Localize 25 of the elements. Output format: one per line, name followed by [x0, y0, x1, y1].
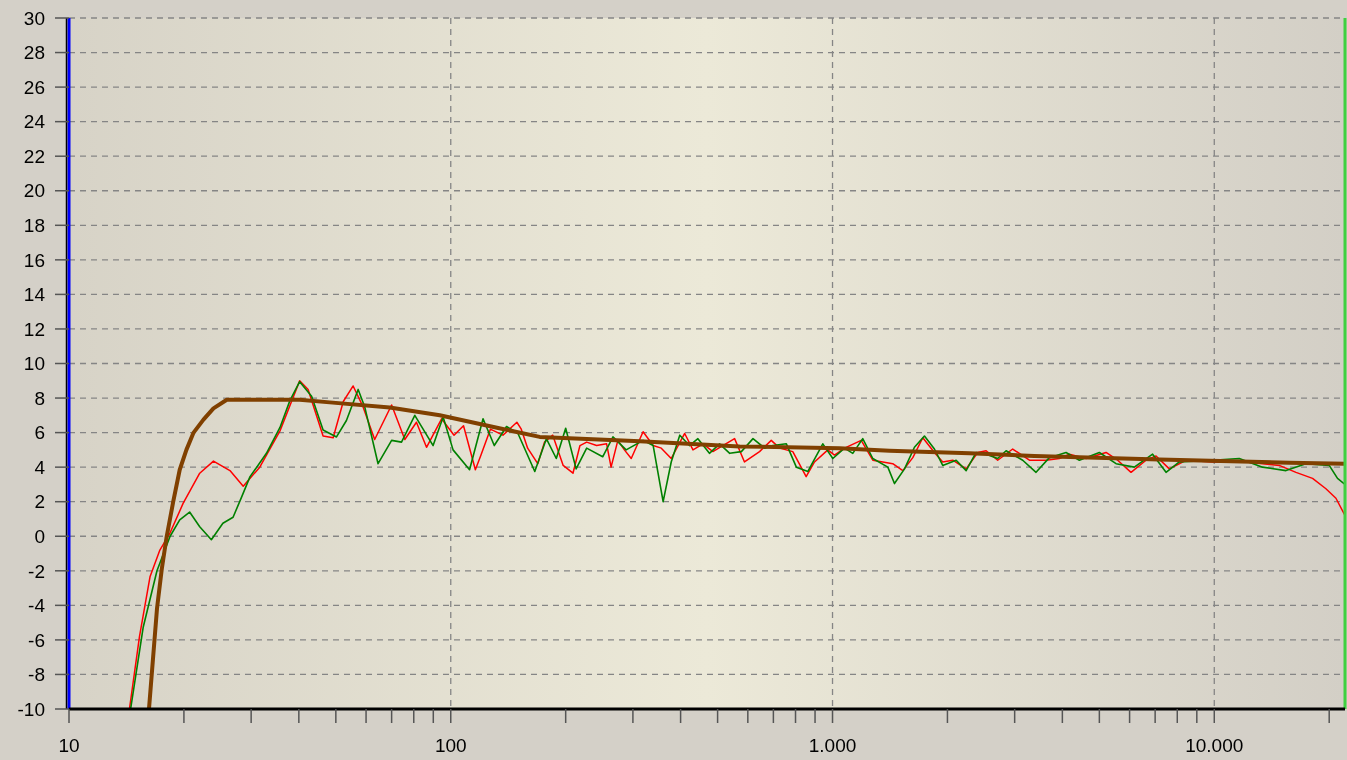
- y-tick-label: 30: [23, 7, 45, 29]
- y-tick-label: 24: [23, 111, 46, 133]
- y-tick-label: 10: [23, 353, 45, 375]
- y-tick-label: 8: [34, 387, 45, 409]
- x-tick-label: 1.000: [808, 735, 857, 757]
- y-tick-label: 12: [23, 318, 45, 340]
- y-tick-label: 6: [34, 422, 45, 444]
- y-tick-label: 20: [23, 180, 45, 202]
- y-tick-label: 26: [23, 76, 45, 98]
- x-tick-label: 10.000: [1185, 735, 1244, 757]
- y-tick-label: -10: [17, 698, 45, 720]
- y-tick-label: -4: [28, 595, 46, 617]
- y-tick-label: 4: [34, 456, 46, 478]
- y-tick-label: 22: [23, 145, 45, 167]
- x-tick-label: 10: [58, 735, 80, 757]
- y-tick-label: -2: [28, 560, 45, 582]
- y-tick-label: -6: [28, 629, 45, 651]
- y-tick-label: 18: [23, 215, 45, 237]
- x-tick-label: 100: [434, 735, 467, 757]
- y-tick-label: -8: [28, 664, 45, 686]
- y-tick-label: 16: [23, 249, 45, 271]
- y-tick-label: 28: [23, 42, 45, 64]
- y-tick-label: 14: [23, 284, 46, 306]
- y-tick-label: 0: [34, 525, 45, 547]
- y-tick-label: 2: [34, 491, 45, 513]
